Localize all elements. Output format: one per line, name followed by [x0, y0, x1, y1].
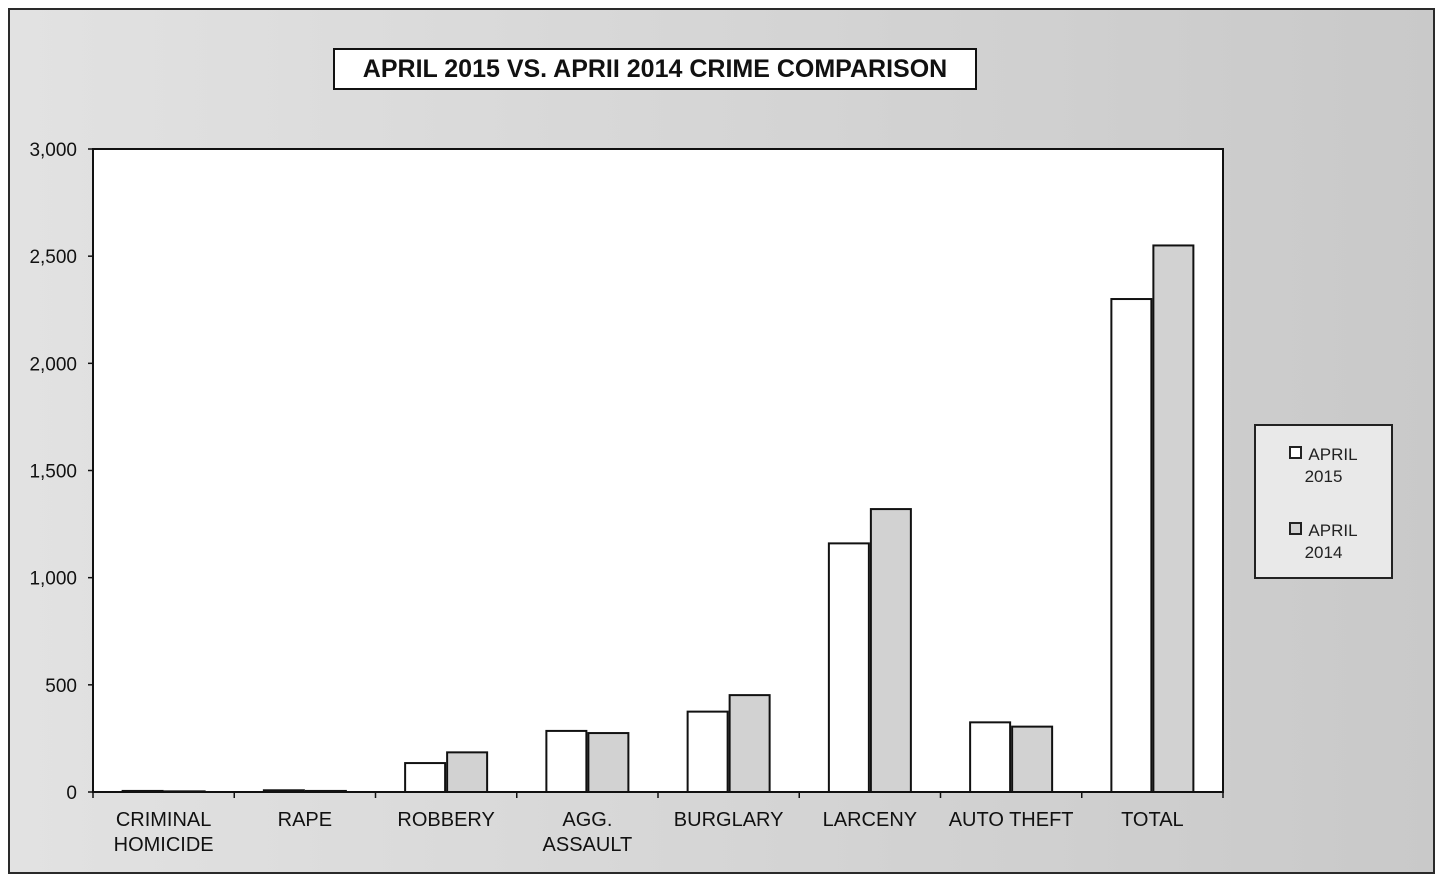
- legend: APRIL 2015 APRIL 2014: [1254, 424, 1393, 579]
- x-axis: CRIMINAL HOMICIDE RAPE ROBBERY AGG. ASSAULT BU…: [92, 792, 1224, 856]
- x-category-label: AGG. ASSAULT: [543, 809, 633, 856]
- chart-title: APRIL 2015 VS. APRII 2014 CRIME COMPARIS…: [333, 48, 977, 90]
- x-category-label: RAPE: [278, 809, 332, 831]
- legend-label-2014-line2: 2014: [1304, 543, 1343, 562]
- y-tick-label: 1,000: [29, 569, 77, 590]
- bar-april-2014: [587, 732, 630, 794]
- legend-label-2014-line1: APRIL: [1308, 521, 1358, 540]
- legend-label-2015-line1: APRIL: [1308, 445, 1358, 464]
- y-axis: 0 500 1,000 1,500 2,000 2,500 3,000: [29, 140, 93, 804]
- bar-april-2014: [446, 751, 489, 793]
- bar-april-2015: [121, 789, 164, 794]
- x-category-label: TOTAL: [1121, 809, 1184, 831]
- bar-april-2014: [728, 694, 771, 794]
- bar-april-2014: [304, 789, 347, 794]
- bar-april-2015: [262, 789, 305, 794]
- bar-april-2014: [163, 790, 206, 793]
- bar-april-2015: [969, 721, 1012, 794]
- bar-april-2015: [404, 762, 447, 794]
- bar-april-2014: [1011, 725, 1054, 794]
- x-category-label: CRIMINAL HOMICIDE: [114, 809, 214, 856]
- legend-swatch-2014: [1289, 522, 1303, 535]
- bar-april-2015: [686, 710, 729, 793]
- x-category-label: LARCENY: [823, 809, 917, 831]
- y-tick-label: 2,500: [29, 247, 77, 268]
- bar-april-2014: [869, 508, 912, 793]
- bars-group: [121, 244, 1195, 794]
- plot-area: [92, 148, 1224, 793]
- bar-april-2015: [827, 542, 870, 794]
- y-tick-label: 3,000: [29, 140, 77, 161]
- y-tick-label: 500: [45, 676, 77, 697]
- legend-label-2015-line2: 2015: [1304, 467, 1343, 486]
- bar-april-2015: [545, 729, 588, 793]
- legend-item-april-2014: APRIL 2014: [1256, 520, 1391, 564]
- y-tick-label: 1,500: [29, 462, 77, 483]
- x-category-label: ROBBERY: [397, 809, 494, 831]
- y-tick-label: 2,000: [29, 354, 77, 375]
- bar-april-2014: [1152, 244, 1195, 793]
- bar-april-2015: [1110, 298, 1153, 793]
- y-tick-label: 0: [66, 783, 77, 804]
- x-category-label: AUTO THEFT: [949, 809, 1074, 831]
- legend-swatch-2015: [1289, 446, 1303, 459]
- x-category-label: BURGLARY: [674, 809, 784, 831]
- legend-item-april-2015: APRIL 2015: [1256, 444, 1391, 488]
